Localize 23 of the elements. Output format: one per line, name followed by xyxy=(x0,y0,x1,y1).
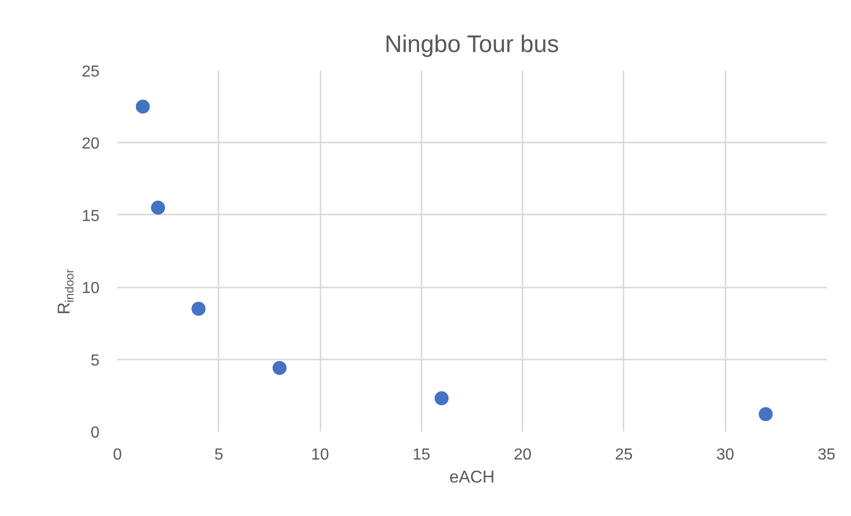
point xyxy=(758,407,773,422)
x-tick-label: 35 xyxy=(818,446,836,464)
point xyxy=(434,391,449,406)
y-tick-label: 25 xyxy=(82,64,100,80)
x-tick-label: 5 xyxy=(214,446,224,464)
y-tick-label: 20 xyxy=(82,136,100,153)
y-tick-label: 0 xyxy=(90,424,100,442)
y-tick-label: 10 xyxy=(82,280,100,298)
x-tick-label: 30 xyxy=(716,446,734,464)
y-tick-label: 15 xyxy=(82,208,100,225)
point xyxy=(151,200,166,215)
x-tick-label: 0 xyxy=(113,446,122,464)
point xyxy=(136,100,150,114)
point xyxy=(192,302,206,316)
y-axis-title: Rindoor xyxy=(54,269,76,314)
x-tick-label: 15 xyxy=(412,446,430,464)
chart-title: Ningbo Tour bus xyxy=(384,31,559,58)
point xyxy=(272,360,287,375)
x-tick-label: 25 xyxy=(615,446,633,464)
x-tick-label: 10 xyxy=(311,446,330,464)
x-tick-label: 20 xyxy=(514,446,532,464)
x-axis-title: eACH xyxy=(449,468,495,486)
y-tick-label: 5 xyxy=(90,352,100,370)
